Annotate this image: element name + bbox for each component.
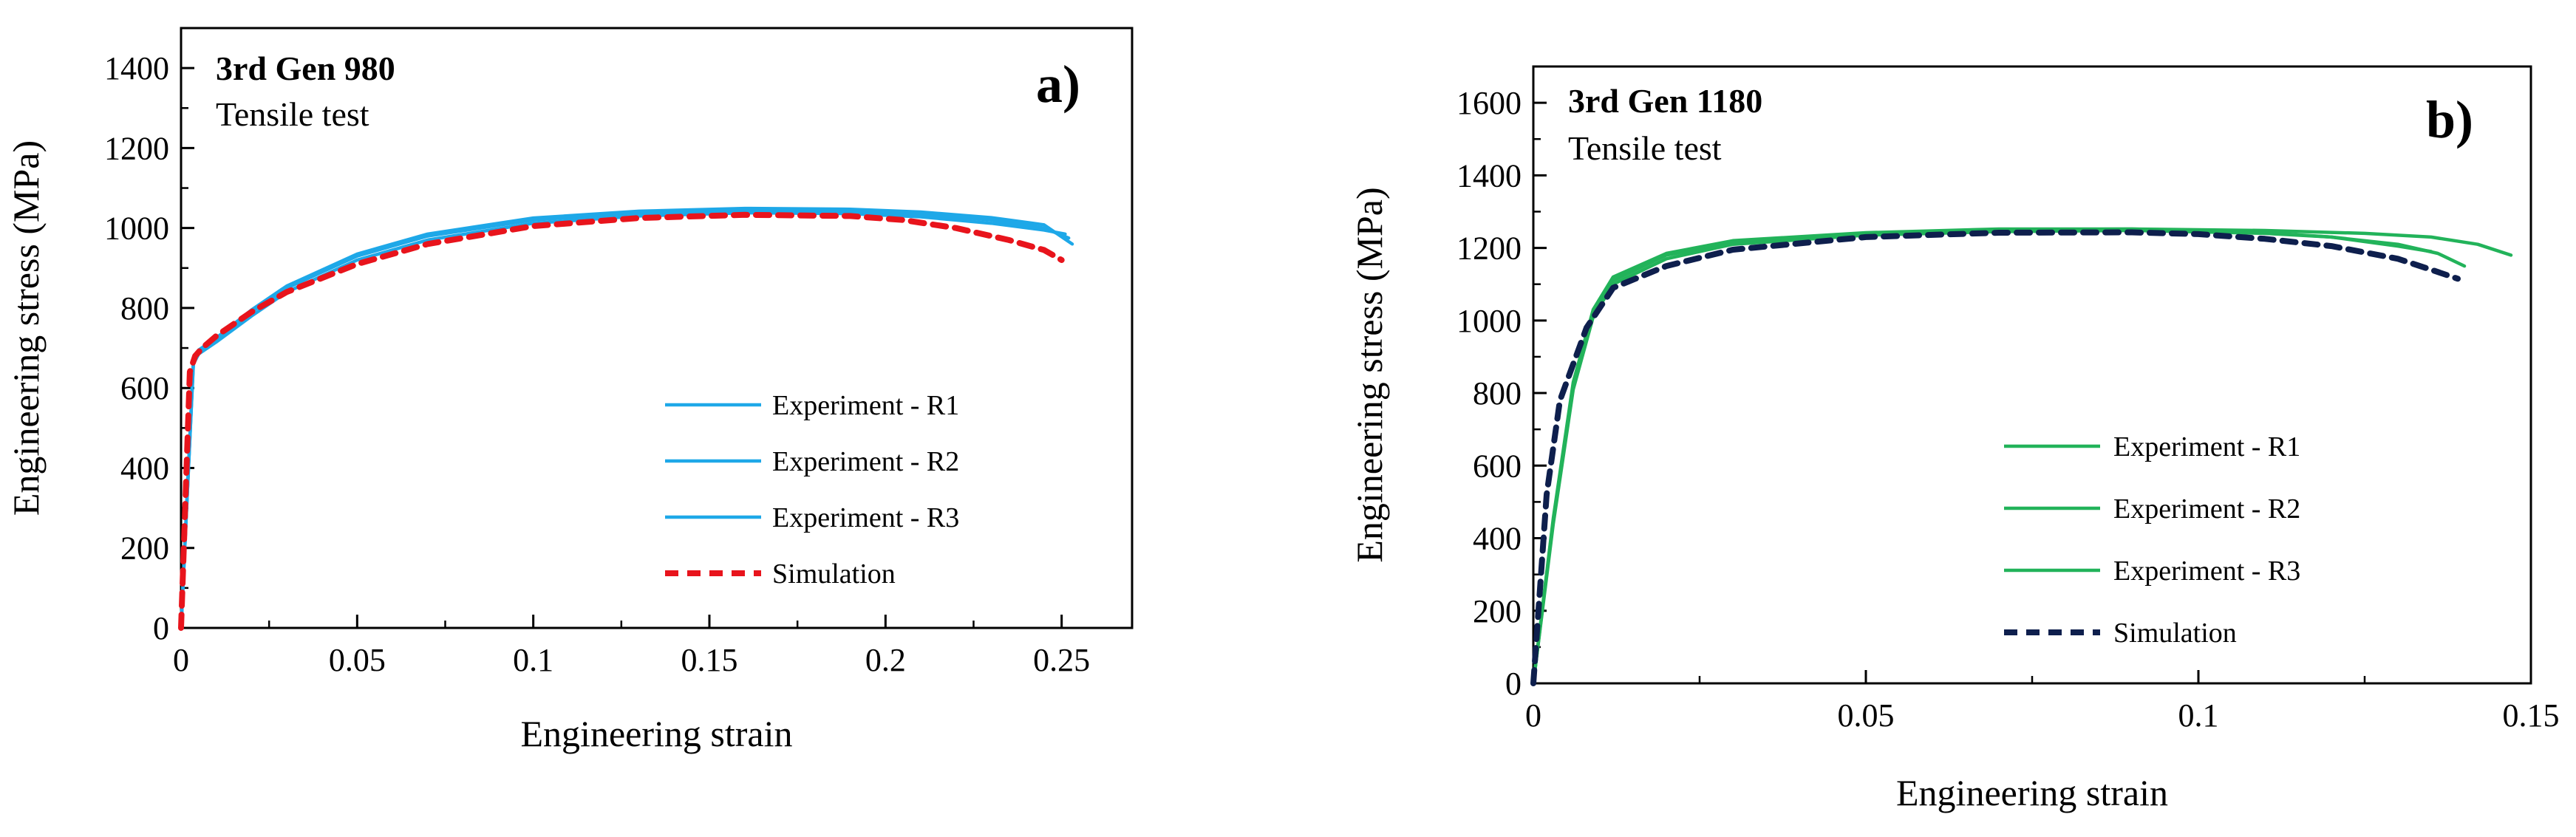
series-line-simulation <box>1530 229 2461 686</box>
x-tick-label: 0 <box>1525 697 1541 734</box>
x-tick-label: 0.05 <box>329 642 386 678</box>
y-tick-label: 1200 <box>1456 230 1522 267</box>
y-tick-label: 600 <box>120 370 169 406</box>
y-tick-label: 800 <box>120 290 169 327</box>
legend: Experiment - R1 Experiment - R2 Experiment… <box>2004 431 2300 649</box>
legend-label: Experiment - R2 <box>772 446 959 477</box>
y-tick-label: 1000 <box>104 211 169 247</box>
legend-label: Experiment - R3 <box>2113 556 2300 587</box>
panel-subtitle: Tensile test <box>216 95 369 133</box>
y-tick-label: 1400 <box>1456 157 1522 194</box>
panel-title: 3rd Gen 980 <box>216 49 395 87</box>
x-tick-label: 0.25 <box>1033 642 1090 678</box>
series-line-experiment-r2 <box>1531 228 2467 686</box>
y-tick-label: 200 <box>120 530 169 567</box>
series-line-experiment-r1 <box>1531 227 2513 686</box>
y-tick-label: 1200 <box>104 130 169 166</box>
x-tick-label: 0.15 <box>2503 697 2560 734</box>
y-tick-label: 0 <box>153 610 169 646</box>
y-tick-label: 1000 <box>1456 303 1522 339</box>
y-tick-label: 0 <box>1505 666 1522 702</box>
y-axis-title: Engineering stress (MPa) <box>5 140 47 516</box>
x-axis-title: Engineering strain <box>521 713 793 754</box>
x-tick-label: 0.05 <box>1838 697 1895 734</box>
series-line-experiment-r2 <box>179 211 1067 630</box>
y-tick-label: 600 <box>1473 448 1522 484</box>
x-tick-label: 0.2 <box>865 642 906 678</box>
panel-letter: a) <box>1036 55 1080 114</box>
legend-label: Experiment - R1 <box>772 390 959 421</box>
panel-letter: b) <box>2426 90 2473 149</box>
chart-panel-b: 0 200 400 600 800 1000 1200 1400 1600 0 0.05 0.1 0.1… <box>1349 65 2560 813</box>
legend-label: Simulation <box>772 558 896 590</box>
x-tick-label: 0 <box>173 642 189 678</box>
x-tick-label: 0.1 <box>513 642 553 678</box>
y-axis-title: Engineering stress (MPa) <box>1349 187 1390 562</box>
legend-label: Simulation <box>2113 618 2237 649</box>
y-tick-label: 400 <box>120 450 169 486</box>
y-tick-label: 800 <box>1473 375 1522 411</box>
x-axis-title: Engineering strain <box>1896 772 2168 813</box>
x-tick-label: 0.15 <box>681 642 738 678</box>
panel-subtitle: Tensile test <box>1568 129 1722 167</box>
legend-label: Experiment - R2 <box>2113 493 2300 525</box>
y-tick-label: 400 <box>1473 521 1522 557</box>
panel-title: 3rd Gen 1180 <box>1568 82 1762 120</box>
series-line-simulation <box>178 211 1065 631</box>
y-tick-label: 200 <box>1473 593 1522 629</box>
legend-label: Experiment - R3 <box>772 502 959 533</box>
legend: Experiment - R1 Experiment - R2 Experiment… <box>665 390 959 590</box>
chart-panel-a: 0 200 400 600 800 1000 1200 1400 0 0.05 0.1 0.15 0.2… <box>5 27 1134 754</box>
legend-label: Experiment - R1 <box>2113 431 2300 462</box>
series-line-experiment-r3 <box>1531 227 2433 686</box>
x-tick-label: 0.1 <box>2178 697 2219 734</box>
y-tick-label: 1400 <box>104 50 169 86</box>
plot-frame <box>180 27 1134 629</box>
y-tick-label: 1600 <box>1456 85 1522 121</box>
